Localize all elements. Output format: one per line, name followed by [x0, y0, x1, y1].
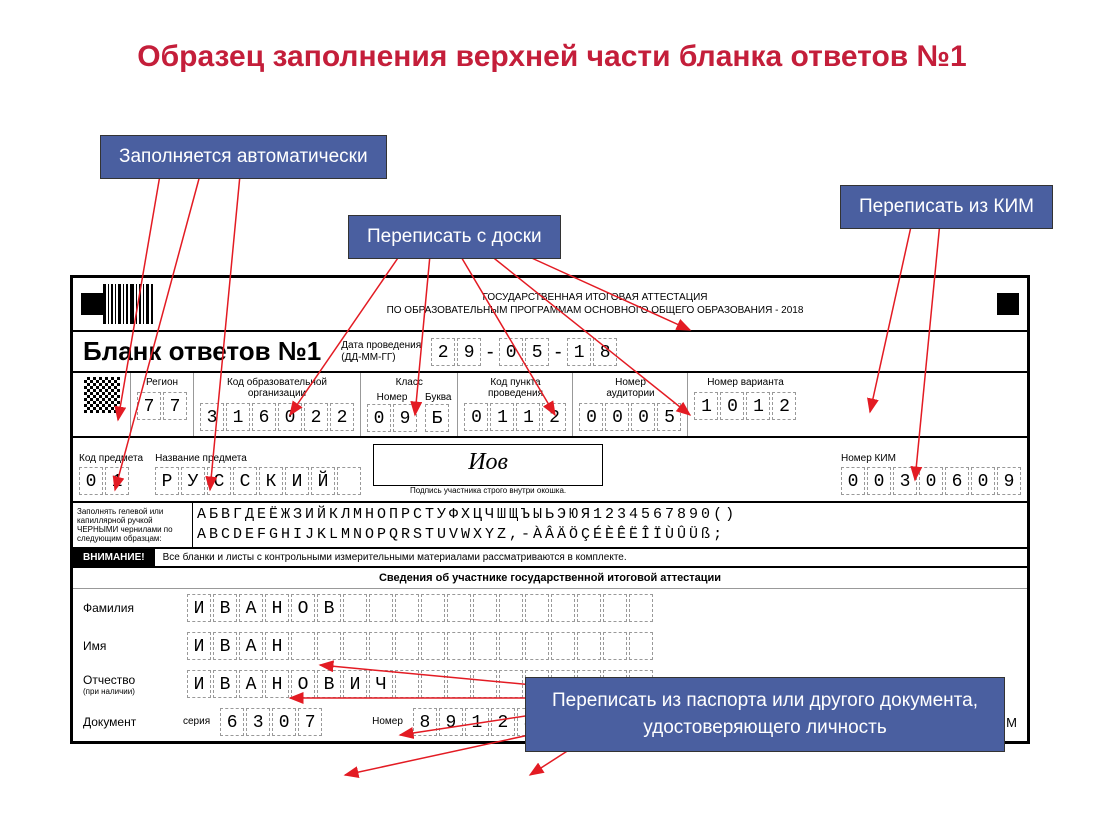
marker-tr: [997, 293, 1019, 315]
codes-row: Регион77 Код образовательной организации…: [73, 373, 1027, 438]
date-cells: 29-05-18: [431, 338, 617, 366]
answer-form: ГОСУДАРСТВЕННАЯ ИТОГОВАЯ АТТЕСТАЦИЯПО ОБ…: [70, 275, 1030, 744]
room-cells: 0005: [579, 403, 681, 431]
class-num-cells: 09: [367, 404, 417, 432]
name-cells: ИВАН: [187, 632, 653, 660]
surname-cells: ИВАНОВ: [187, 594, 653, 622]
kim-cells: 0030609: [841, 467, 1021, 495]
samples-row: Заполнять гелевой или капиллярной ручкой…: [73, 503, 1027, 549]
region-cells: 77: [137, 392, 187, 420]
qr-icon: [84, 377, 120, 413]
callout-auto: Заполняется автоматически: [100, 135, 387, 179]
attention-row: ВНИМАНИЕ!Все бланки и листы с контрольны…: [73, 549, 1027, 568]
form-title: Бланк ответов №1: [83, 336, 341, 367]
callout-passport: Переписать из паспорта или другого докум…: [525, 677, 1005, 752]
header-text: ГОСУДАРСТВЕННАЯ ИТОГОВАЯ АТТЕСТАЦИЯПО ОБ…: [193, 291, 997, 317]
surname-row: ФамилияИВАНОВ: [73, 589, 1027, 627]
variant-cells: 1012: [694, 392, 796, 420]
marker-tl: [81, 293, 103, 315]
subject-row: Код предмета01 Название предметаРУССКИЙ …: [73, 438, 1027, 503]
form-header: ГОСУДАРСТВЕННАЯ ИТОГОВАЯ АТТЕСТАЦИЯПО ОБ…: [73, 278, 1027, 332]
org-cells: 316022: [200, 403, 354, 431]
callout-kim: Переписать из КИМ: [840, 185, 1053, 229]
name-row: ИмяИВАН: [73, 627, 1027, 665]
title-row: Бланк ответов №1 Дата проведения(ДД-ММ-Г…: [73, 332, 1027, 373]
date-section: Дата проведения(ДД-ММ-ГГ) 29-05-18: [341, 338, 617, 366]
point-cells: 0112: [464, 403, 566, 431]
doc-series-cells: 6307: [220, 708, 322, 736]
subj-code-cells: 01: [79, 467, 143, 495]
participant-header: Сведения об участнике государственной ит…: [73, 568, 1027, 589]
signature-box: Иов: [373, 444, 603, 486]
barcode-icon: [103, 284, 193, 324]
page-title: Образец заполнения верхней части бланка …: [0, 0, 1104, 94]
class-let-cells: Б: [425, 404, 451, 432]
signature-icon: Иов: [468, 449, 508, 476]
callout-board: Переписать с доски: [348, 215, 561, 259]
subj-name-cells: РУССКИЙ: [155, 467, 361, 495]
